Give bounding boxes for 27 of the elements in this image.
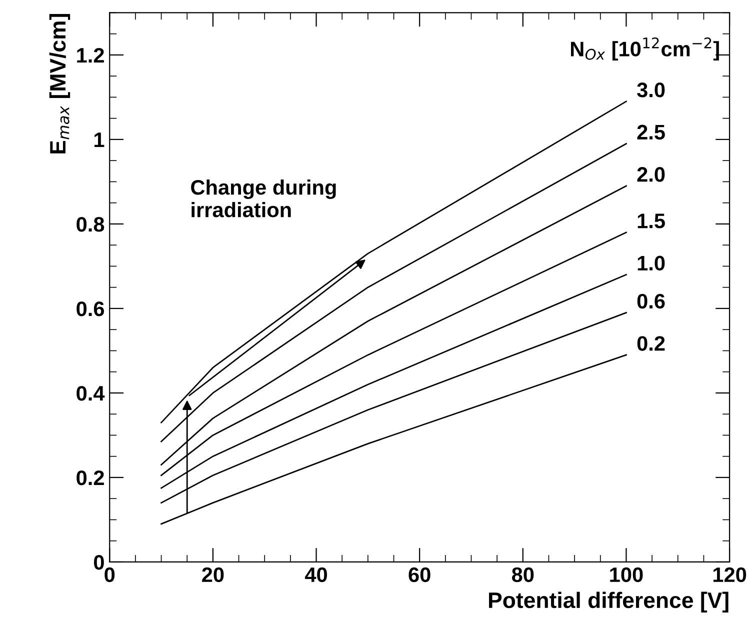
y-tick-label: 0.2 xyxy=(76,470,104,486)
x-tick-label: 100 xyxy=(610,567,643,582)
series-label: 1.0 xyxy=(638,256,665,271)
y-axis-title: E$_{max}$ [MV/cm] xyxy=(49,14,70,154)
x-tick-label: 80 xyxy=(512,567,534,582)
series-label: 3.0 xyxy=(637,82,665,98)
legend-title: N$_{Ox}$ [10$^{12}$cm$^{−2}$] xyxy=(571,37,719,61)
series-label: 2.5 xyxy=(637,124,665,140)
y-tick-label: 1 xyxy=(94,132,104,148)
series-label: 0.6 xyxy=(637,294,665,309)
y-tick-label: 0.4 xyxy=(76,386,105,401)
annotation: Change during irradiation xyxy=(191,179,336,218)
x-tick-label: 40 xyxy=(304,567,327,582)
y-tick-label: 0.8 xyxy=(76,216,104,232)
x-axis-title: Potential difference [V] xyxy=(489,592,728,613)
y-tick-label: 1.2 xyxy=(77,48,104,62)
series-label: 1.5 xyxy=(638,214,665,228)
x-tick-label: 20 xyxy=(202,567,224,582)
series-label: 0.2 xyxy=(637,336,665,351)
y-tick-label: 0.6 xyxy=(76,301,104,316)
series-label: 2.0 xyxy=(637,167,665,182)
x-tick-label: 120 xyxy=(713,567,746,582)
line-series xyxy=(160,100,627,424)
y-tick-label: 0 xyxy=(94,554,104,570)
x-tick-label: 60 xyxy=(408,567,430,582)
line-series xyxy=(160,354,627,525)
x-tick-label: 0 xyxy=(104,567,115,582)
